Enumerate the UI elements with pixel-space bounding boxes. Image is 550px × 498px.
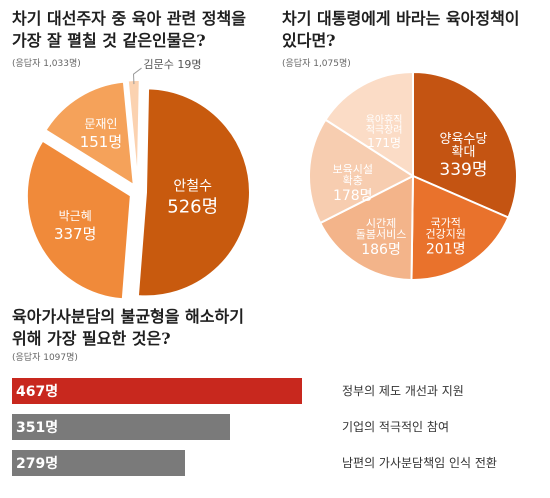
- q2-pie-label: 보육시설: [333, 163, 373, 176]
- q2-pie-label: 돌봄서비스: [356, 228, 407, 241]
- q3-bar-row: 467명 정부의 제도 개선과 지원: [12, 378, 550, 404]
- q2-pie-label: 육아휴직: [366, 114, 403, 126]
- q3-bar-value: 467명: [16, 384, 59, 400]
- q2-pie-label: 적극장려: [366, 124, 403, 136]
- q2-pie-chart: 양육수당확대339명국가적건강지원201명시간제돌봄서비스186명보육시설확충1…: [308, 70, 518, 282]
- q1-pie-label: 안철수: [173, 179, 212, 195]
- q2-respondents: (응답자 1,075명): [282, 59, 351, 69]
- q1-pie-label: 박근혜: [59, 209, 92, 223]
- q3-bar-value: 351명: [16, 420, 59, 436]
- q2-pie-value: 171명: [367, 136, 401, 150]
- q1-pie-value: 151명: [80, 133, 122, 151]
- q2-pie-label: 확대: [451, 145, 475, 160]
- q1-respondents: (응답자 1,033명): [12, 59, 81, 69]
- q2-pie-slice: [308, 118, 416, 225]
- q1-pie-label: 문재인: [84, 117, 117, 131]
- q3-title-line1: 육아가사분담의 불균형을 해소하기: [12, 307, 244, 326]
- q3-bar-value: 279명: [16, 456, 59, 472]
- q1-title: 차기 대선주자 중 육아 관련 정책을 가장 잘 펼칠 것 같은인물은?: [12, 8, 246, 52]
- q2-pie-slice: [410, 174, 510, 281]
- q3-title-line2: 위해 가장 필요한 것은?: [12, 329, 171, 348]
- q2-pie-label: 양육수당: [440, 132, 488, 147]
- q2-pie-label: 확충: [343, 174, 363, 187]
- q3-bar-row: 279명 남편의 가사분담책임 인식 전환: [12, 450, 550, 476]
- q1-title-line1: 차기 대선주자 중 육아 관련 정책을: [12, 9, 246, 28]
- q2-pie-label: 국가적: [431, 217, 461, 230]
- q1-pie-value: 526명: [167, 197, 218, 218]
- q2-pie-label: 시간제: [366, 217, 396, 230]
- q3-title: 육아가사분담의 불균형을 해소하기 위해 가장 필요한 것은?: [12, 306, 244, 350]
- q3-bar: 467명: [12, 378, 302, 404]
- q2-pie-value: 186명: [361, 242, 401, 258]
- q3-bar-label: 남편의 가사분담책임 인식 전환: [342, 456, 497, 470]
- q2-pie-value: 178명: [333, 188, 373, 204]
- q2-pie-value: 339명: [439, 160, 487, 180]
- q2-title: 차기 대통령에게 바라는 육아정책이 있다면?: [282, 8, 520, 52]
- q3-bar-chart: 467명 정부의 제도 개선과 지원 351명 기업의 적극적인 참여 279명 남편의 …: [0, 368, 550, 478]
- q2-pie-value: 201명: [426, 242, 466, 258]
- q1-pie-slice: [136, 87, 251, 298]
- q3-bar-label: 기업의 적극적인 참여: [342, 420, 449, 434]
- q3-bar-label: 정부의 제도 개선과 지원: [342, 384, 464, 398]
- q2-title-line2: 있다면?: [282, 31, 336, 50]
- q1-title-line2: 가장 잘 펼칠 것 같은인물은?: [12, 31, 206, 50]
- q1-pie-value: 337명: [54, 225, 96, 243]
- q1-pie-slice: [25, 139, 132, 301]
- q2-pie-slice: [318, 174, 415, 282]
- q3-respondents: (응답자 1097명): [12, 353, 78, 363]
- q2-pie-slice: [412, 70, 518, 219]
- q2-pie-slice: [324, 70, 414, 178]
- q2-title-line1: 차기 대통령에게 바라는 육아정책이: [282, 9, 520, 28]
- q1-callout-label: 김문수 19명: [144, 58, 202, 71]
- q3-bar: 351명: [12, 414, 230, 440]
- q2-pie-label: 건강지원: [425, 228, 465, 241]
- q3-bar-row: 351명 기업의 적극적인 참여: [12, 414, 550, 440]
- q1-pie-slice: [44, 80, 135, 188]
- q3-bar: 279명: [12, 450, 186, 476]
- q1-callout-line: [133, 67, 142, 85]
